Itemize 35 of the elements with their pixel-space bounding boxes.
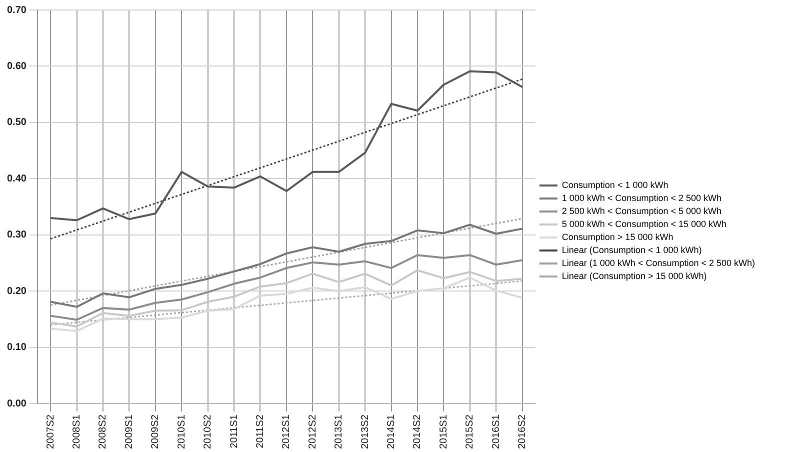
x-tick-label: 2015S1 <box>438 414 450 450</box>
y-tick-label: 0.20 <box>6 286 27 297</box>
legend-label: Linear (Consumption > 15 000 kWh) <box>562 270 707 281</box>
x-tick-label: 2010S1 <box>176 414 188 450</box>
legend-label: 5 000 kWh < Consumption < 15 000 kWh <box>562 218 726 229</box>
x-tick-label: 2012S2 <box>307 414 318 450</box>
x-tick-label: 2014S2 <box>412 414 424 450</box>
x-tick-label: 2008S1 <box>72 414 83 450</box>
legend-label: Linear (1 000 kWh < Consumption < 2 500 kWh) <box>562 258 756 268</box>
legend-label: Linear (Consumption < 1 000 kWh) <box>562 244 702 255</box>
y-tick-label: 0.30 <box>6 230 27 241</box>
x-tick-label: 2016S1 <box>490 414 502 450</box>
y-tick-label: 0.50 <box>6 117 27 128</box>
y-tick-label: 0.10 <box>6 342 27 354</box>
x-tick-label: 2014S1 <box>386 414 398 450</box>
x-tick-label: 2011S2 <box>254 414 266 448</box>
legend-label: Consumption > 15 000 kWh <box>562 232 674 242</box>
x-tick-label: 2015S2 <box>464 414 476 450</box>
y-tick-label: 0.60 <box>6 60 27 72</box>
x-tick-label: 2009S1 <box>124 414 135 450</box>
x-tick-label: 2008S2 <box>98 414 109 450</box>
x-tick-label: 2013S2 <box>360 414 371 450</box>
x-tick-label: 2013S1 <box>334 414 345 450</box>
x-tick-label: 2010S2 <box>202 414 214 450</box>
x-tick-label: 2007S2 <box>45 414 56 450</box>
legend-label: 1 000 kWh < Consumption < 2 500 kWh <box>562 192 722 203</box>
legend-label: 2 500 kWh < Consumption < 5 000 kWh <box>562 206 722 216</box>
legend-label: Consumption < 1 000 kWh <box>562 180 668 190</box>
y-tick-label: 0.00 <box>6 398 27 410</box>
x-tick-label: 2016S2 <box>517 414 528 450</box>
y-tick-label: 0.70 <box>6 4 27 16</box>
x-tick-label: 2012S1 <box>281 414 292 450</box>
y-tick-label: 0.40 <box>6 173 27 184</box>
x-tick-label: 2009S2 <box>150 414 162 450</box>
x-tick-label: 2011S1 <box>228 414 240 448</box>
